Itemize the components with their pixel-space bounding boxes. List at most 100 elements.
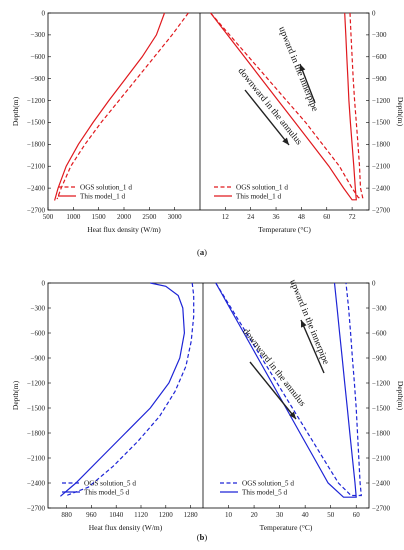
y-tick-label-right: −300: [372, 304, 387, 312]
y-tick-label-right: −1200: [372, 97, 390, 105]
y-tick-label-left: −1800: [27, 141, 45, 149]
y-tick-label-left: −1200: [27, 379, 45, 387]
x-axis-title-left: Heat flux density (W/m): [87, 225, 161, 234]
x-tick-label-right: 36: [273, 213, 281, 221]
annotation-arrowhead: [301, 320, 307, 328]
x-tick-label-left: 960: [86, 511, 97, 519]
y-tick-label-right: −900: [372, 354, 387, 362]
panel-label: (b): [197, 532, 208, 542]
y-tick-label-left: −900: [31, 354, 46, 362]
y-tick-label-right: −2100: [372, 454, 390, 462]
legend-label-right: OGS solution_5 d: [242, 480, 294, 488]
y-tick-label-right: −1800: [372, 429, 390, 437]
annotation-arrowhead: [282, 137, 289, 145]
series-line-right-model: [210, 12, 357, 201]
series-line-left-model: [54, 12, 166, 201]
y-tick-label-left: −2400: [27, 479, 45, 487]
y-tick-label-left: −1800: [27, 429, 45, 437]
x-tick-label-left: 880: [61, 511, 72, 519]
legend-label-left: OGS solution_1 d: [80, 184, 132, 192]
annotation-arrowhead: [299, 64, 306, 72]
y-axis-title-left: Depth(m): [11, 96, 20, 126]
y-tick-label-left: −2100: [27, 454, 45, 462]
series-line-right-ogs: [210, 12, 364, 199]
legend-label-right: This model_5 d: [242, 489, 288, 497]
y-tick-label-left: −600: [31, 329, 46, 337]
y-tick-label-right: −900: [372, 75, 387, 83]
legend-label-left: This model_5 d: [84, 489, 130, 497]
y-tick-label-left: 0: [42, 279, 46, 287]
legend-label-left: OGS solution_5 d: [84, 480, 136, 488]
series-line-left-ogs: [66, 282, 195, 497]
y-tick-label-left: −300: [31, 31, 46, 39]
x-tick-label-right: 40: [302, 511, 310, 519]
legend-label-left: This model_1 d: [80, 193, 126, 201]
annotation-upward: upward in the innerpipe: [276, 25, 319, 113]
x-tick-label-left: 1000: [66, 213, 81, 221]
annotation-arrow-line: [249, 361, 297, 420]
y-tick-label-left: −2400: [27, 184, 45, 192]
y-tick-label-left: −2100: [27, 163, 45, 171]
x-tick-label-right: 24: [247, 213, 255, 221]
x-axis-title-right: Temperature (°C): [260, 523, 313, 532]
x-tick-label-right: 60: [353, 511, 361, 519]
y-tick-label-right: −1800: [372, 141, 390, 149]
x-tick-label-left: 1280: [184, 511, 199, 519]
x-tick-label-right: 72: [349, 213, 357, 221]
y-tick-label-right: −2400: [372, 184, 390, 192]
y-axis-title-right: Depth(m): [396, 97, 404, 127]
x-axis-title-right: Temperature (°C): [258, 225, 311, 234]
series-line-left-ogs: [56, 12, 189, 200]
x-tick-label-left: 1200: [159, 511, 174, 519]
y-axis-title-left: Depth(m): [11, 380, 20, 410]
plot-frame: [47, 12, 370, 211]
annotation-arrow-line: [244, 89, 290, 146]
y-tick-label-right: −2700: [372, 206, 390, 214]
panel-b: 0 0 −300 −300 −600 −600 −900 −900 −1200 −1200 −150…: [11, 278, 404, 542]
panel-label: (a): [197, 247, 207, 257]
annotation-downward: downward in the annulus: [240, 327, 307, 409]
x-axis-title-left: Heat flux density (W/m): [89, 523, 163, 532]
x-tick-label-right: 10: [225, 511, 233, 519]
y-tick-label-left: −2700: [27, 504, 45, 512]
legend-label-right: OGS solution_1 d: [236, 184, 288, 192]
y-tick-label-right: −2400: [372, 479, 390, 487]
y-tick-label-right: −600: [372, 329, 387, 337]
y-tick-label-right: −300: [372, 31, 387, 39]
y-tick-label-left: −600: [31, 53, 46, 61]
legend-label-right: This model_1 d: [236, 193, 282, 201]
series-line-right-ogs: [215, 282, 362, 497]
y-tick-label-left: −1200: [27, 97, 45, 105]
y-tick-label-left: −2700: [27, 206, 45, 214]
x-tick-label-right: 12: [222, 213, 230, 221]
annotation-upward: upward in the innerpipe: [287, 278, 330, 366]
annotation-arrow-line: [300, 319, 325, 374]
panel-a: 0 0 −300 −300 −600 −600 −900 −900 −1200 −1200 −150…: [11, 9, 404, 257]
x-tick-label-right: 48: [298, 213, 306, 221]
plot-frame: [47, 282, 370, 509]
x-tick-label-left: 1120: [134, 511, 148, 519]
y-tick-label-right: −1200: [372, 379, 390, 387]
y-tick-label-left: 0: [42, 9, 46, 17]
x-tick-label-left: 2500: [142, 213, 157, 221]
annotation-downward: downward in the annulus: [236, 66, 304, 147]
y-tick-label-right: −1500: [372, 119, 390, 127]
x-tick-label-left: 2000: [117, 213, 132, 221]
x-tick-label-left: 500: [43, 213, 54, 221]
y-tick-label-right: −2100: [372, 163, 390, 171]
x-tick-label-left: 3000: [168, 213, 183, 221]
y-tick-label-left: −900: [31, 75, 46, 83]
y-tick-label-left: −1500: [27, 404, 45, 412]
series-line-left-model: [60, 282, 186, 497]
y-tick-label-right: −600: [372, 53, 387, 61]
x-tick-label-right: 50: [327, 511, 335, 519]
x-tick-label-left: 1040: [109, 511, 124, 519]
y-tick-label-left: −300: [31, 304, 46, 312]
y-tick-label-right: 0: [372, 9, 376, 17]
y-tick-label-right: −1500: [372, 404, 390, 412]
y-axis-title-right: Depth(m): [396, 381, 404, 411]
y-tick-label-right: −2700: [372, 504, 390, 512]
x-tick-label-right: 60: [323, 213, 331, 221]
y-tick-label-right: 0: [372, 279, 376, 287]
